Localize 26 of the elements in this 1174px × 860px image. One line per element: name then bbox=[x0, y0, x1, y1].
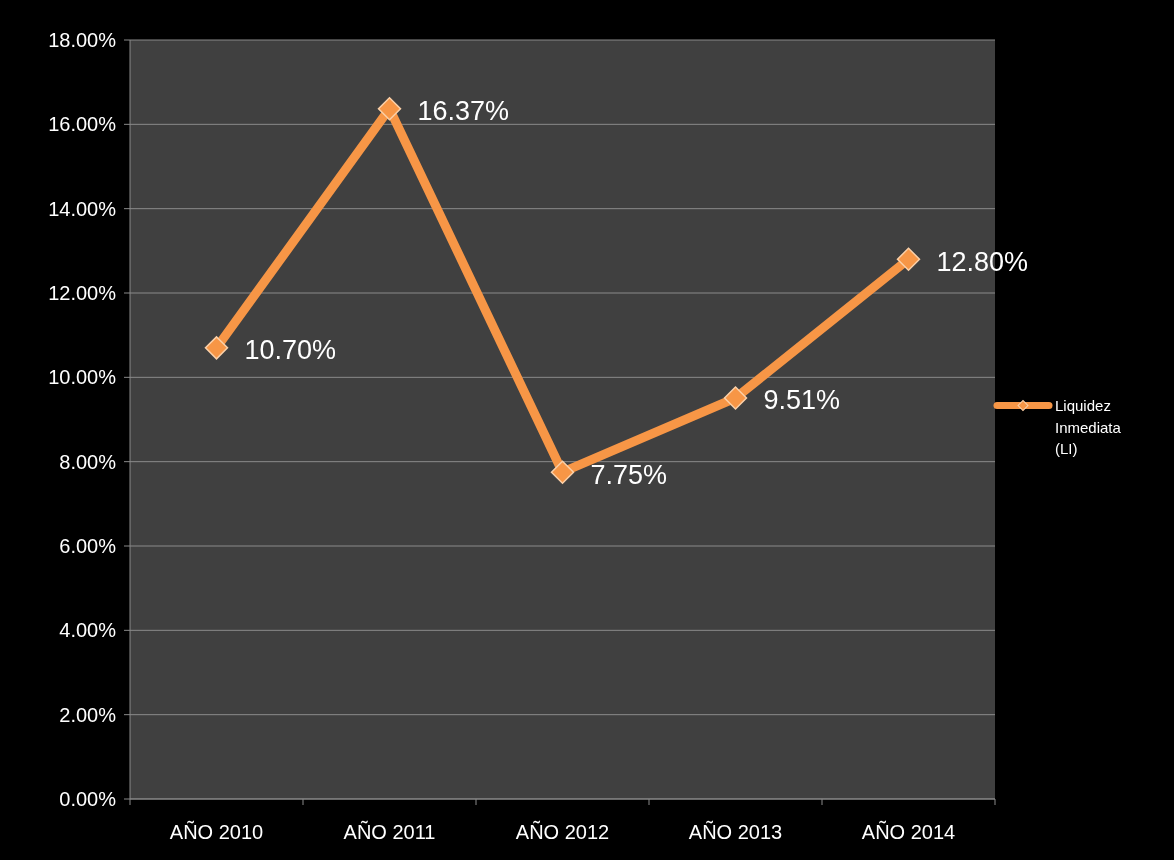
point bbox=[723, 386, 748, 410]
y-tick-label: 0.00% bbox=[59, 788, 117, 810]
y-tick-label: 18.00% bbox=[48, 29, 117, 51]
y-tick-label: 14.00% bbox=[48, 197, 117, 220]
data-label: 16.37% bbox=[417, 96, 510, 127]
y-tick-label: 12.00% bbox=[48, 282, 117, 304]
x-tick-label: AÑO 2010 bbox=[169, 820, 264, 843]
point bbox=[377, 96, 402, 121]
point bbox=[550, 460, 575, 484]
data-label: 9.51% bbox=[763, 385, 841, 416]
data-label: 7.75% bbox=[590, 459, 668, 490]
y-tick-label: 10.00% bbox=[48, 366, 117, 389]
point bbox=[204, 336, 229, 360]
y-tick-label: 8.00% bbox=[59, 450, 117, 473]
point bbox=[896, 247, 921, 272]
y-tick-label: 6.00% bbox=[59, 535, 117, 557]
x-tick-label: AÑO 2011 bbox=[343, 820, 436, 843]
x-tick-label: AÑO 2013 bbox=[688, 820, 783, 843]
x-tick-label: AÑO 2014 bbox=[861, 820, 956, 843]
data-label: 10.70% bbox=[244, 335, 337, 366]
y-tick-label: 4.00% bbox=[59, 619, 117, 642]
y-tick-label: 16.00% bbox=[48, 113, 117, 136]
data-label: 12.80% bbox=[936, 246, 1029, 277]
y-tick-label: 2.00% bbox=[59, 703, 117, 726]
x-tick-label: AÑO 2012 bbox=[515, 820, 610, 843]
legend-label: Liquidez Inmediata (LI) bbox=[1055, 396, 1122, 458]
